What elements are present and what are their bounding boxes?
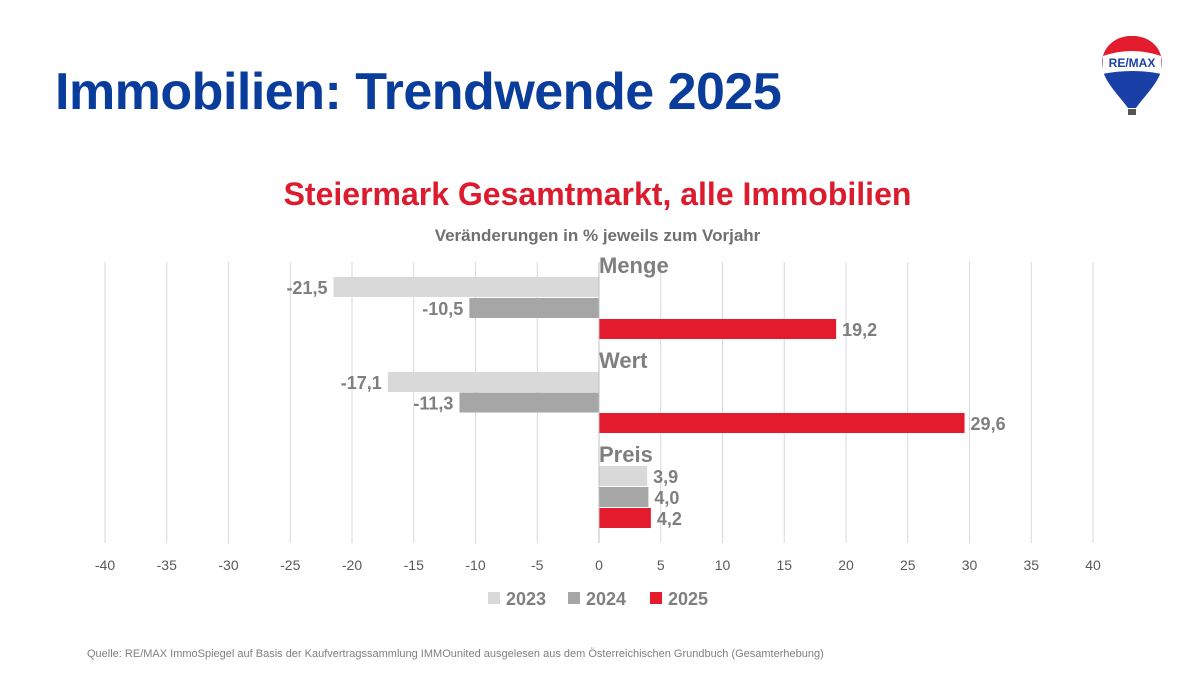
data-label: -11,3 xyxy=(413,394,453,414)
x-tick-label: 40 xyxy=(1085,557,1101,573)
data-label: -17,1 xyxy=(341,373,382,393)
x-tick-label: -5 xyxy=(531,557,544,573)
x-tick-label: 25 xyxy=(900,557,916,573)
category-label: Wert xyxy=(599,348,648,373)
x-tick-label: -35 xyxy=(157,557,177,573)
bar-2023 xyxy=(333,277,599,297)
x-tick-label: 30 xyxy=(962,557,978,573)
x-tick-label: -20 xyxy=(342,557,362,573)
legend-label: 2024 xyxy=(586,589,626,609)
page-title: Immobilien: Trendwende 2025 xyxy=(55,63,782,121)
category-label: Menge xyxy=(599,253,669,278)
bar-2025 xyxy=(599,508,651,528)
legend-swatch-2023 xyxy=(488,592,500,604)
bar-2024 xyxy=(599,487,649,507)
bar-2023 xyxy=(599,466,648,486)
x-tick-label: -40 xyxy=(95,557,115,573)
category-label: Preis xyxy=(599,442,653,467)
bar-2024 xyxy=(469,298,599,318)
legend-swatch-2024 xyxy=(568,592,580,604)
data-label: -21,5 xyxy=(286,278,327,298)
data-label: -10,5 xyxy=(422,299,463,319)
bar-2024 xyxy=(459,392,599,413)
x-tick-label: 5 xyxy=(657,557,665,573)
chart-subtitle: Veränderungen in % jeweils zum Vorjahr xyxy=(434,226,761,245)
bar-2025 xyxy=(599,319,837,339)
x-tick-label: 10 xyxy=(715,557,731,573)
svg-text:RE/MAX: RE/MAX xyxy=(1109,56,1156,70)
x-tick-label: -25 xyxy=(280,557,300,573)
x-tick-label: 0 xyxy=(595,557,603,573)
legend-label: 2023 xyxy=(506,589,546,609)
x-tick-label: 20 xyxy=(838,557,854,573)
x-tick-label: -15 xyxy=(404,557,424,573)
bar-2025 xyxy=(599,413,965,433)
data-label: 29,6 xyxy=(971,414,1006,434)
data-label: 4,2 xyxy=(657,509,682,529)
data-label: 4,0 xyxy=(654,488,679,508)
source-note: Quelle: RE/MAX ImmoSpiegel auf Basis der… xyxy=(87,648,824,660)
data-label: 3,9 xyxy=(653,467,678,487)
x-tick-label: 35 xyxy=(1023,557,1039,573)
x-tick-label: -10 xyxy=(465,557,485,573)
remax-balloon-logo: RE/MAX xyxy=(1102,36,1162,115)
chart-title: Steiermark Gesamtmarkt, alle Immobilien xyxy=(283,176,912,212)
x-tick-label: 15 xyxy=(776,557,792,573)
x-tick-label: -30 xyxy=(218,557,238,573)
legend-label: 2025 xyxy=(668,589,708,609)
data-label: 19,2 xyxy=(842,320,877,340)
bar-2023 xyxy=(387,372,599,392)
legend-swatch-2025 xyxy=(650,592,662,604)
